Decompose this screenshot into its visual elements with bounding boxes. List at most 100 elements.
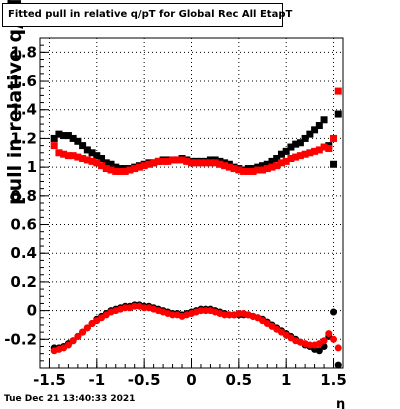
data-point [263, 165, 271, 173]
data-point [282, 157, 290, 165]
data-point [55, 130, 63, 138]
data-point [102, 159, 110, 167]
data-point [311, 147, 319, 155]
y-tick-labels: -0.2 0 0.2 0.4 0.6 0.8 1 1.2 1.4 1.6 1.8 [4, 43, 37, 348]
data-point [112, 163, 120, 171]
data-point [154, 157, 162, 165]
data-point [206, 159, 214, 167]
data-point [197, 159, 205, 167]
data-point [88, 149, 96, 157]
y-tick-label: 0 [27, 302, 37, 320]
data-point [116, 167, 124, 175]
y-tick-label: 0.4 [10, 244, 37, 262]
y-tick-label: 1.8 [10, 43, 37, 61]
data-marks [50, 87, 342, 369]
data-point [325, 330, 333, 338]
data-point [83, 324, 91, 332]
data-point [98, 155, 106, 163]
y-tick-label: 0.2 [10, 273, 37, 291]
data-point [93, 152, 101, 160]
data-point [74, 332, 82, 340]
data-point [188, 159, 195, 167]
data-point [173, 156, 181, 164]
data-point [301, 150, 309, 158]
x-tick-label: -0.5 [128, 371, 161, 389]
data-point [334, 110, 342, 118]
data-point [69, 134, 77, 142]
data-point [292, 140, 300, 148]
y-tick-label: 1.2 [10, 129, 37, 147]
chart-title-box: Fitted pull in relative q/pT for Global … [2, 3, 292, 27]
data-point [145, 160, 153, 168]
x-tick-label: 0 [186, 371, 196, 389]
data-point [334, 87, 342, 95]
data-point [273, 162, 281, 170]
data-point [50, 142, 58, 150]
data-point [225, 163, 233, 171]
data-point [183, 157, 191, 165]
data-point [315, 347, 323, 355]
data-point [60, 132, 68, 140]
data-point [79, 142, 87, 150]
data-point [277, 159, 285, 167]
data-point [221, 162, 229, 170]
data-point [50, 134, 58, 142]
data-point [287, 143, 295, 151]
data-point [301, 134, 309, 142]
data-point [107, 160, 115, 168]
x-tick-label: 1.5 [320, 371, 347, 389]
data-point [320, 337, 328, 345]
data-point [64, 341, 72, 349]
x-tick-labels: -1.5 -1 -0.5 0 0.5 1 1.5 [33, 371, 347, 389]
y-axis-label: pull in relative q/pT [4, 0, 26, 205]
data-point [164, 157, 172, 165]
data-point [334, 361, 342, 369]
data-point [315, 122, 323, 130]
data-point [135, 163, 143, 171]
data-point [330, 134, 338, 142]
data-point [126, 166, 134, 174]
data-point [259, 166, 267, 174]
data-point [259, 162, 267, 170]
data-point [306, 149, 314, 157]
data-point [64, 132, 72, 140]
data-point [55, 149, 63, 157]
y-tick-label: 1 [27, 158, 37, 176]
data-point [60, 150, 68, 158]
data-point [249, 167, 257, 175]
data-point [112, 167, 120, 175]
data-point [74, 153, 82, 161]
axis-ticks [39, 37, 344, 369]
data-point [211, 159, 219, 167]
data-point [83, 146, 91, 154]
y-tick-label: -0.2 [4, 330, 37, 348]
data-point [216, 160, 224, 168]
data-point [79, 328, 87, 336]
data-point [315, 146, 323, 154]
y-tick-label: 1.6 [10, 72, 37, 90]
x-tick-label: 0.5 [226, 371, 253, 389]
data-point [334, 344, 342, 352]
x-tick-label: 1 [281, 371, 291, 389]
data-point [169, 156, 177, 164]
data-point [330, 308, 338, 316]
data-point [282, 147, 290, 155]
data-point [330, 335, 338, 343]
data-point [79, 155, 87, 163]
data-point [131, 165, 139, 173]
data-point [230, 165, 238, 173]
chart-title: Fitted pull in relative q/pT for Global … [8, 9, 293, 20]
data-point [121, 167, 129, 175]
data-point [93, 159, 101, 167]
data-point [325, 144, 333, 152]
data-point [296, 139, 304, 147]
x-tick-label: -1.5 [33, 371, 66, 389]
data-point [306, 130, 314, 138]
data-point [88, 157, 96, 165]
data-point [254, 166, 262, 174]
data-point [192, 159, 200, 167]
x-axis-label: η [336, 397, 345, 409]
data-point [83, 156, 91, 164]
y-tick-label: 0.8 [10, 187, 37, 205]
